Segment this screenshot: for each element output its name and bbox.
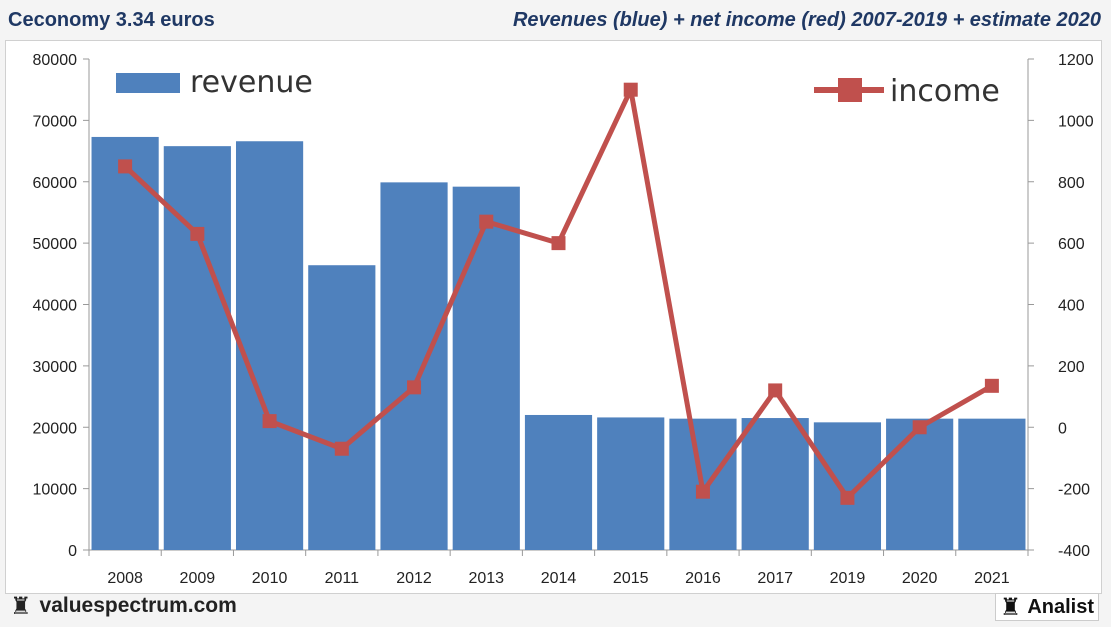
chart-company-title: Ceconomy 3.34 euros	[8, 9, 215, 31]
right-axis-tick-label: 600	[1058, 236, 1085, 253]
revenue-bar	[813, 422, 882, 550]
left-axis-tick-label: 70000	[33, 113, 78, 130]
footer-site-label: valuespectrum.com	[39, 594, 237, 617]
legend-income-marker	[838, 78, 862, 102]
right-axis-tick-label: 400	[1058, 298, 1085, 315]
left-axis-tick-label: 80000	[33, 52, 78, 69]
revenue-bar	[380, 182, 448, 550]
right-axis-tick-label: 200	[1058, 359, 1085, 376]
income-marker	[912, 420, 927, 435]
right-axis-tick-label: -200	[1058, 482, 1090, 499]
x-axis-category-label: 2015	[613, 570, 649, 587]
left-axis-tick-label: 20000	[33, 420, 78, 437]
left-axis-tick-label: 50000	[33, 236, 78, 253]
x-axis-category-label: 2016	[685, 570, 721, 587]
income-marker	[262, 414, 277, 429]
x-axis-category-label: 2009	[180, 570, 216, 587]
x-axis-category-label: 2011	[325, 570, 360, 587]
income-marker	[479, 214, 494, 229]
right-axis-tick-label: -400	[1058, 543, 1090, 560]
x-axis-category-label: 2012	[396, 570, 432, 587]
left-axis-tick-label: 30000	[33, 359, 78, 376]
x-axis-category-label: 2014	[541, 570, 577, 587]
chart-panel: 0 10000 20000 30000 40000 50000 60000 70000 8000…	[5, 40, 1102, 594]
footer-brand: ♜ Analist	[994, 593, 1099, 621]
x-axis-category-label: 2008	[107, 570, 143, 587]
revenue-bar	[958, 418, 1026, 550]
x-axis-category-label: 2017	[757, 570, 793, 587]
revenue-bar	[163, 146, 231, 550]
right-axis-tick-label: 1200	[1058, 52, 1094, 69]
income-marker	[623, 82, 638, 97]
x-axis-category-label: 2013	[468, 570, 504, 587]
legend-revenue-label: revenue	[190, 65, 313, 100]
left-axis-tick-label: 10000	[33, 482, 78, 499]
left-axis-tick-label: 40000	[33, 298, 78, 315]
revenue-bar	[235, 141, 304, 550]
income-marker	[551, 236, 566, 251]
x-axis-category-label: 2010	[252, 570, 288, 587]
revenue-bar	[597, 417, 665, 550]
footer-brand-label: Analist	[1027, 595, 1094, 618]
right-axis-tick-label: 0	[1058, 420, 1067, 437]
revenue-bar	[524, 414, 593, 550]
income-marker	[190, 226, 205, 241]
revenue-bar	[308, 265, 376, 550]
left-axis-tick-label: 0	[68, 543, 77, 560]
revenue-bar	[886, 418, 954, 550]
revenue-bar	[91, 136, 159, 550]
income-marker	[840, 490, 855, 505]
chart-description-title: Revenues (blue) + net income (red) 2007-…	[512, 9, 1101, 31]
revenue-bar	[741, 418, 809, 550]
legend-revenue-swatch	[116, 73, 180, 93]
revenue-bar	[452, 186, 520, 550]
footer-site: ♜ valuespectrum.com	[10, 594, 237, 618]
x-axis-category-label: 2021	[974, 570, 1010, 587]
income-marker	[984, 378, 999, 393]
rook-chess-icon: ♜	[999, 593, 1022, 621]
income-marker	[695, 484, 710, 499]
legend-income-label: income	[890, 74, 1000, 109]
right-axis-tick-label: 800	[1058, 175, 1085, 192]
rook-chess-icon: ♜	[10, 592, 32, 620]
income-marker	[407, 380, 422, 395]
left-axis-tick-label: 60000	[33, 175, 78, 192]
x-axis-category-label: 2020	[902, 570, 938, 587]
right-axis-tick-label: 1000	[1058, 113, 1094, 130]
combo-chart: 0100002000030000400005000060000700008000…	[33, 52, 1094, 587]
income-marker	[118, 159, 133, 174]
x-axis-category-label: 2019	[830, 570, 866, 587]
income-marker	[334, 441, 349, 456]
income-marker	[768, 383, 783, 398]
